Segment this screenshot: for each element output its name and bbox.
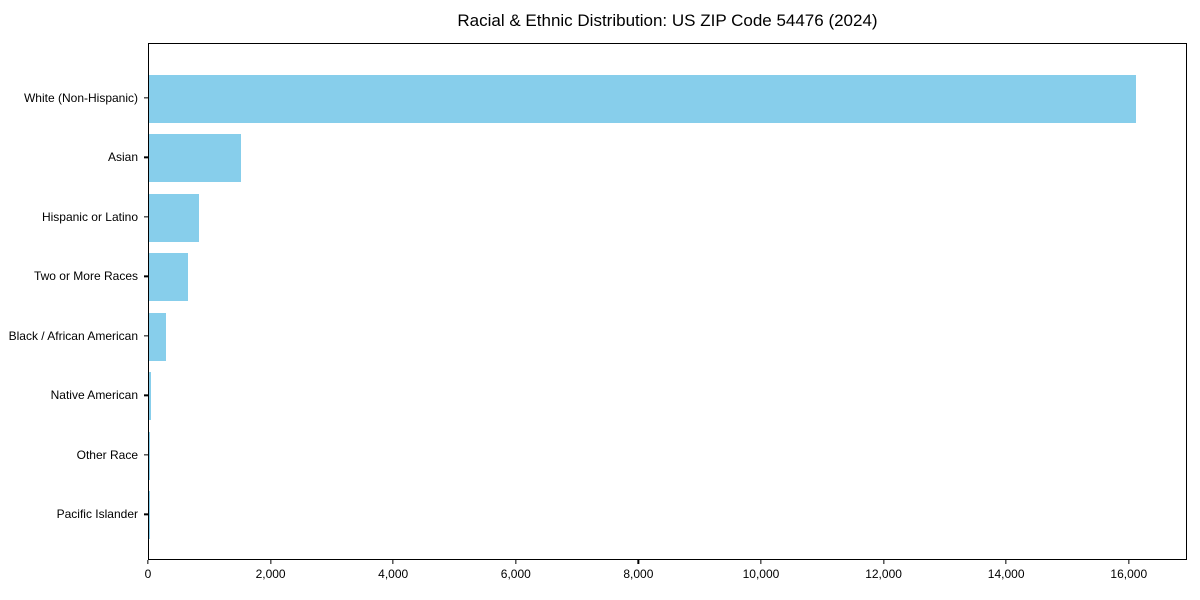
x-tick-mark <box>147 560 149 564</box>
y-tick-mark <box>144 335 148 337</box>
bar <box>149 431 150 480</box>
y-tick-mark <box>144 394 148 396</box>
x-tick-mark <box>392 560 394 564</box>
y-tick-label: Hispanic or Latino <box>41 209 138 224</box>
y-tick-label: Asian <box>107 150 138 165</box>
x-tick-label: 0 <box>144 567 152 581</box>
chart-title: Racial & Ethnic Distribution: US ZIP Cod… <box>457 11 878 30</box>
y-tick-mark <box>144 97 148 99</box>
y-tick-label: Pacific Islander <box>56 507 138 522</box>
x-tick-label: 6,000 <box>500 567 531 581</box>
x-tick-label: 14,000 <box>987 567 1025 581</box>
y-tick-mark <box>144 454 148 456</box>
y-tick-mark <box>144 156 148 158</box>
x-tick-mark <box>882 560 885 564</box>
x-tick-label: 12,000 <box>865 567 902 581</box>
x-tick-mark <box>637 560 640 564</box>
y-tick-mark <box>144 216 148 218</box>
x-tick-mark <box>515 560 517 564</box>
bar <box>149 193 200 242</box>
x-tick-label: 10,000 <box>742 567 780 581</box>
x-tick-label: 8,000 <box>623 567 654 581</box>
x-tick-label: 16,000 <box>1110 567 1148 581</box>
x-tick-label: 2,000 <box>255 567 286 581</box>
bar <box>149 74 1136 123</box>
y-tick-mark <box>144 275 148 277</box>
bar <box>149 253 189 302</box>
plot-area <box>148 43 1187 560</box>
x-tick-mark <box>1005 560 1007 564</box>
bar <box>149 372 151 421</box>
y-tick-label: Two or More Races <box>33 269 138 284</box>
bar <box>149 312 166 361</box>
x-tick-mark <box>760 560 762 564</box>
bar <box>149 134 241 183</box>
x-tick-mark <box>1128 560 1130 564</box>
y-tick-label: Black / African American <box>8 328 138 343</box>
x-tick-label: 4,000 <box>378 567 409 581</box>
y-tick-mark <box>144 513 148 515</box>
y-tick-label: White (Non-Hispanic) <box>23 90 138 105</box>
x-tick-mark <box>269 560 272 564</box>
y-tick-label: Native American <box>50 388 138 403</box>
y-tick-label: Other Race <box>76 447 138 462</box>
